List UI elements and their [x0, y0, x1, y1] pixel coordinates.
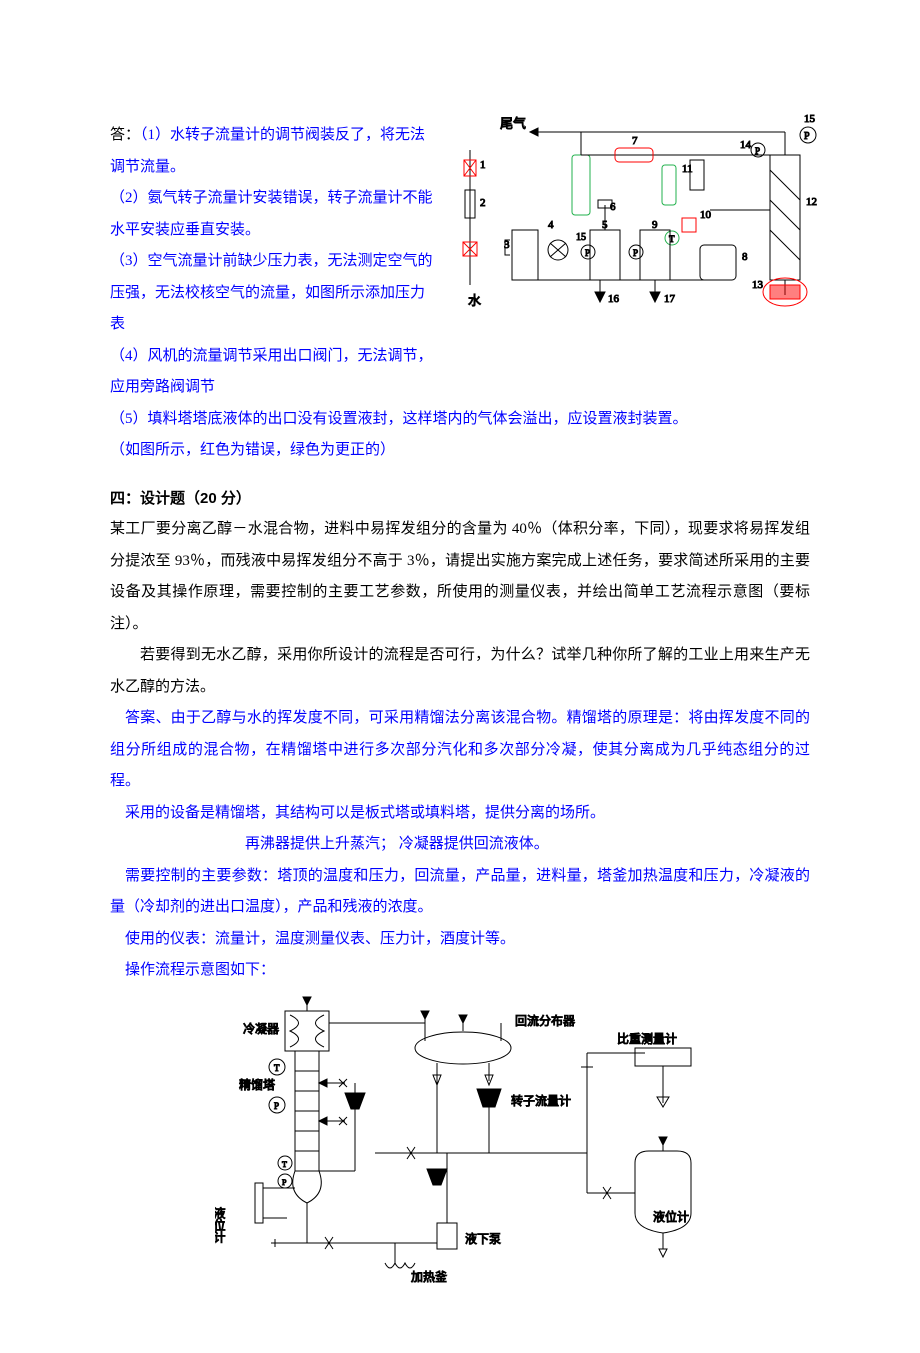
- svg-text:13: 13: [752, 279, 764, 291]
- section-4-answer-4: 需要控制的主要参数：塔顶的温度和压力，回流量，产品量，进料量，塔釜加热温度和压力…: [110, 861, 810, 924]
- svg-text:11: 11: [682, 163, 693, 175]
- answer-item-4: （4）风机的流量调节采用出口阀门，无法调节，应用旁路阀调节: [110, 341, 435, 404]
- d2-label-condenser: 冷凝器: [243, 1021, 279, 1036]
- svg-text:15: 15: [576, 232, 586, 243]
- svg-text:8: 8: [742, 251, 748, 263]
- svg-text:10: 10: [700, 209, 712, 221]
- svg-text:7: 7: [632, 135, 638, 147]
- answer-item-3: （3）空气流量计前缺少压力表，无法测定空气的压强，无法校核空气的流量，如图所示添…: [110, 246, 435, 341]
- svg-text:P: P: [585, 248, 590, 258]
- answer-block-with-diagram: 答：（1）水转子流量计的调节阀装反了，将无法调节流量。 （2）氨气转子流量计安装…: [110, 120, 810, 467]
- process-diagram-2: 冷凝器 T 精馏塔 P T P: [215, 993, 705, 1293]
- section-4-answer-6: 操作流程示意图如下：: [110, 955, 810, 987]
- section-4-answer-1: 答案、由于乙醇与水的挥发度不同，可采用精馏法分离该混合物。精馏塔的原理是：将由挥…: [110, 703, 810, 798]
- svg-text:T: T: [274, 1063, 280, 1073]
- svg-text:17: 17: [664, 293, 676, 305]
- section-4-title: 四：设计题（20 分）: [110, 483, 810, 515]
- svg-text:T: T: [282, 1160, 287, 1169]
- svg-text:P: P: [804, 131, 810, 142]
- svg-text:P: P: [274, 1101, 279, 1111]
- svg-text:P: P: [633, 248, 638, 258]
- answer-item-5: （5）填料塔塔底液体的出口没有设置液封，这样塔内的气体会溢出，应设置液封装置。: [110, 404, 810, 436]
- process-diagram-2-wrap: 冷凝器 T 精馏塔 P T P: [110, 993, 810, 1293]
- process-diagram-1: 尾气 1 2 水 3: [450, 110, 820, 350]
- d2-label-column: 精馏塔: [239, 1078, 275, 1092]
- svg-text:15: 15: [804, 113, 816, 125]
- svg-text:6: 6: [610, 201, 616, 213]
- svg-text:9: 9: [652, 219, 658, 231]
- section-4-answer-5: 使用的仪表：流量计，温度测量仪表、压力计，酒度计等。: [110, 924, 810, 956]
- svg-text:16: 16: [608, 293, 620, 305]
- svg-text:2: 2: [480, 197, 486, 209]
- svg-text:P: P: [282, 1178, 287, 1187]
- answer-item-1: （1）水转子流量计的调节阀装反了，将无法调节流量。: [110, 127, 425, 175]
- svg-text:12: 12: [806, 196, 817, 208]
- diagram1-label-tailgas: 尾气: [500, 116, 526, 131]
- answer-lead: 答：: [110, 127, 140, 143]
- document-page: 答：（1）水转子流量计的调节阀装反了，将无法调节流量。 （2）氨气转子流量计安装…: [0, 0, 920, 1353]
- section-4-para2: 若要得到无水乙醇，采用你所设计的流程是否可行，为什么？试举几种你所了解的工业上用…: [110, 640, 810, 703]
- d2-label-densitometer: 比重测量计: [617, 1032, 677, 1046]
- svg-text:1: 1: [480, 159, 486, 171]
- answer-item-2: （2）氨气转子流量计安装错误，转子流量计不能水平安装应垂直安装。: [110, 183, 435, 246]
- d2-label-level2: 液位计: [653, 1209, 689, 1224]
- answer-text-column: 答：（1）水转子流量计的调节阀装反了，将无法调节流量。 （2）氨气转子流量计安装…: [110, 120, 435, 404]
- svg-text:4: 4: [548, 219, 554, 231]
- diagram1-label-water: 水: [468, 293, 481, 308]
- answer-line-1: 答：（1）水转子流量计的调节阀装反了，将无法调节流量。: [110, 120, 435, 183]
- section-4-answer-3: 再沸器提供上升蒸汽； 冷凝器提供回流液体。: [110, 829, 810, 861]
- d2-label-reflux: 回流分布器: [515, 1014, 575, 1028]
- d2-label-pump: 液下泵: [465, 1231, 501, 1246]
- d2-label-level: 液位计: [215, 1205, 226, 1242]
- d2-label-rotameter: 转子流量计: [511, 1093, 571, 1108]
- d2-label-reboiler: 加热釜: [411, 1269, 447, 1284]
- section-4-answer-2: 采用的设备是精馏塔，其结构可以是板式塔或填料塔，提供分离的场所。: [110, 798, 810, 830]
- svg-text:14: 14: [740, 139, 752, 151]
- section-4-para1: 某工厂要分离乙醇－水混合物，进料中易挥发组分的含量为 40％（体积分率，下同），…: [110, 514, 810, 640]
- answer-note: （如图所示，红色为错误，绿色为更正的）: [110, 435, 810, 467]
